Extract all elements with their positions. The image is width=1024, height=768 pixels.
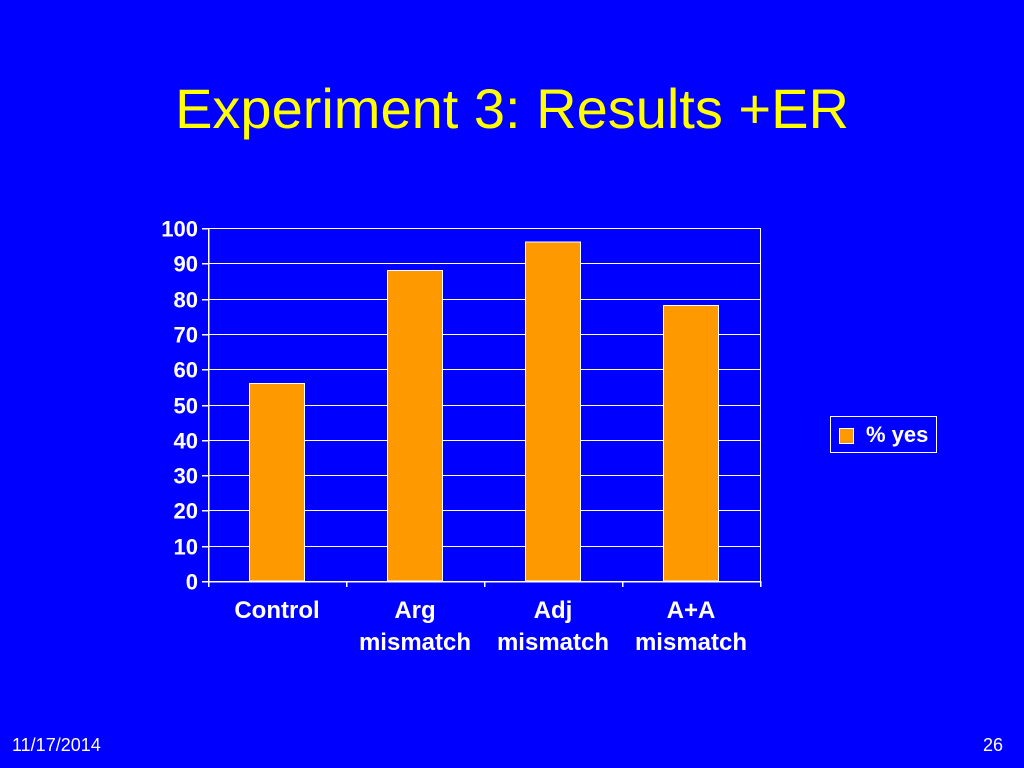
y-tick-label: 50 [174, 394, 198, 419]
bar [386, 269, 444, 582]
legend-label: % yes [866, 422, 929, 447]
bar [524, 241, 582, 582]
y-tick-label: 70 [174, 323, 198, 348]
y-tick-label: 80 [174, 288, 198, 313]
bar [248, 382, 306, 582]
legend: % yes [830, 416, 937, 453]
legend-swatch [839, 428, 854, 444]
bar [662, 305, 720, 582]
slide-title: Experiment 3: Results +ER [175, 77, 849, 140]
y-tick-label: 30 [174, 464, 198, 489]
footer-date: 11/17/2014 [12, 735, 101, 755]
y-tick-label: 40 [174, 429, 198, 454]
y-tick-label: 10 [174, 535, 198, 560]
y-tick-label: 100 [161, 217, 198, 242]
y-tick-label: 60 [174, 358, 198, 383]
y-tick-label: 20 [174, 499, 198, 524]
y-tick-label: 0 [186, 570, 198, 595]
y-tick-label: 90 [174, 252, 198, 277]
page-number: 26 [982, 735, 1003, 755]
